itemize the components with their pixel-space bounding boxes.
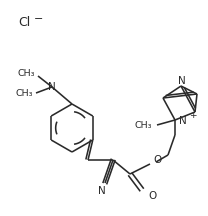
- Text: O: O: [148, 191, 156, 201]
- Text: N: N: [179, 116, 187, 126]
- Text: CH₃: CH₃: [16, 89, 33, 98]
- Text: −: −: [34, 14, 43, 24]
- Text: O: O: [153, 155, 161, 165]
- Text: N: N: [48, 82, 56, 92]
- Text: CH₃: CH₃: [17, 70, 35, 78]
- Text: N: N: [98, 186, 106, 196]
- Text: N: N: [178, 76, 186, 86]
- Text: Cl: Cl: [18, 16, 30, 29]
- Text: CH₃: CH₃: [135, 121, 152, 130]
- Text: +: +: [189, 111, 197, 121]
